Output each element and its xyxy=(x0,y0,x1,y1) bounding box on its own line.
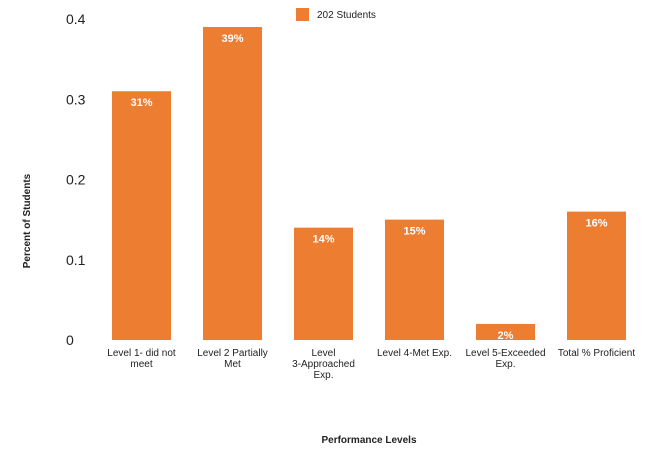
y-tick-label: 0 xyxy=(66,332,74,348)
legend: 202 Students xyxy=(296,8,376,21)
legend-label: 202 Students xyxy=(317,10,376,21)
bar-data-label: 14% xyxy=(312,234,334,246)
bar-data-label: 31% xyxy=(130,97,152,109)
bar xyxy=(385,219,444,340)
x-axis-ticks: Level 1- did not meet Level 2 Partially Met… xyxy=(107,348,635,381)
bar-data-label: 16% xyxy=(585,218,607,230)
x-tick-label: Level 4-Met Exp. xyxy=(377,348,452,359)
bars xyxy=(112,27,626,341)
bar-data-label: 39% xyxy=(221,33,243,45)
bar xyxy=(112,91,171,340)
y-tick-label: 0.1 xyxy=(66,252,86,268)
x-tick-label: Level 2 Partially Met xyxy=(197,348,268,370)
y-tick-label: 0.4 xyxy=(66,11,86,27)
x-axis-title: Performance Levels xyxy=(321,435,416,446)
x-tick-label: Level 3-Approached Exp. xyxy=(292,348,355,381)
bar xyxy=(476,323,535,340)
y-tick-label: 0.3 xyxy=(66,91,86,107)
legend-swatch xyxy=(296,8,309,21)
y-axis-ticks: 0 0.1 0.2 0.3 0.4 xyxy=(66,11,86,348)
y-axis-title: Percent of Students xyxy=(22,173,33,268)
bar xyxy=(294,227,353,340)
x-tick-label: Total % Proficient xyxy=(558,348,635,359)
bar-data-label: 2% xyxy=(498,330,514,342)
x-tick-label: Level 5-Exceeded Exp. xyxy=(465,348,545,370)
y-tick-label: 0.2 xyxy=(66,172,86,188)
data-labels: 31% 39% 14% 15% 2% 16% xyxy=(130,33,607,342)
x-tick-label: Level 1- did not meet xyxy=(107,348,176,370)
bar-data-label: 15% xyxy=(403,226,425,238)
bar xyxy=(203,27,262,341)
bar xyxy=(567,211,626,340)
